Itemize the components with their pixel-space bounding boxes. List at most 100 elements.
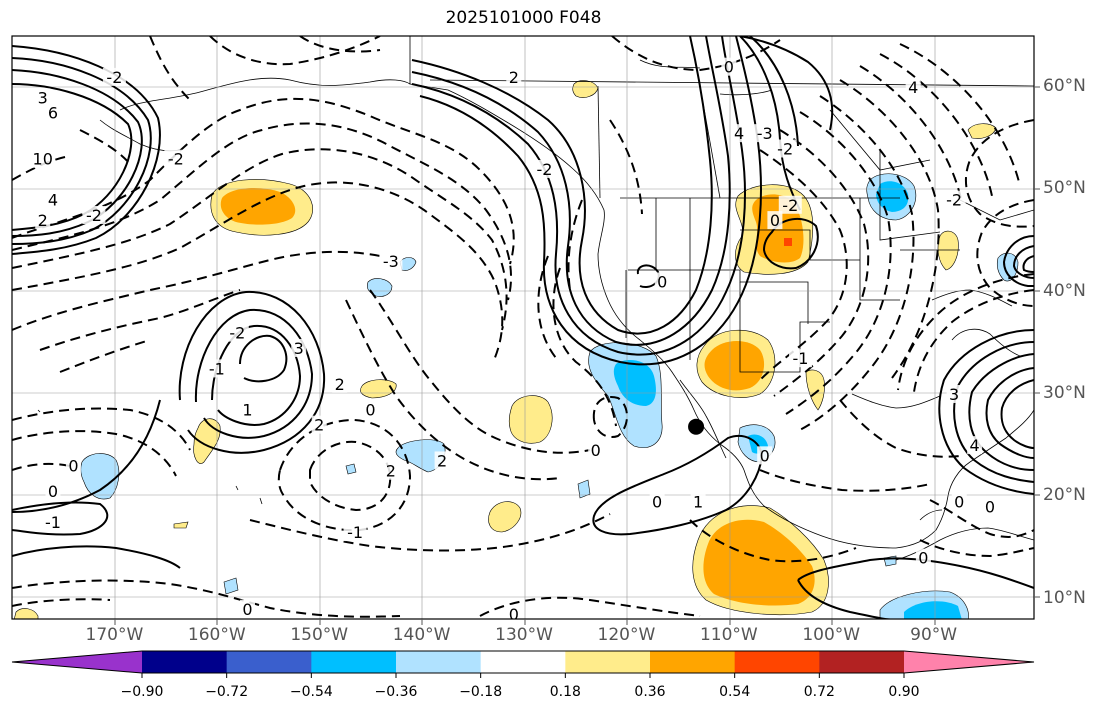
longitude-label: 130°W — [495, 625, 553, 645]
colorbar-segment — [311, 651, 397, 673]
contour-label-background — [35, 88, 51, 107]
colorbar-segment — [480, 651, 566, 673]
contour-label-background — [905, 78, 921, 97]
positive-anomaly-patch — [784, 238, 792, 246]
colorbar-tick-label: 0.36 — [634, 684, 666, 700]
contour-label-background — [240, 599, 256, 618]
contour-label: 2 — [314, 416, 324, 435]
contour-label: -2 — [106, 68, 122, 87]
contour-label-background — [362, 400, 378, 419]
positive-anomaly-patch — [704, 341, 765, 391]
contour-label-background — [343, 523, 367, 542]
positive-anomaly-patch — [703, 519, 815, 606]
contour-label: -2 — [777, 140, 793, 159]
negative-anomaly-patch — [883, 555, 897, 567]
longitude-label: 100°W — [802, 625, 861, 645]
contour-label-background — [731, 124, 747, 143]
gridlines — [12, 36, 1034, 619]
contour-label: -2 — [86, 206, 102, 225]
contour-label-background — [773, 139, 797, 158]
longitude-label: 160°W — [187, 625, 246, 645]
contour-label-background — [915, 548, 931, 567]
contour-label-background — [789, 349, 813, 368]
colorbar-segment — [565, 651, 651, 673]
contour-label-background — [291, 338, 307, 357]
colorbar — [11, 650, 1035, 678]
colorbar-tick-label: 0.54 — [719, 684, 751, 700]
negative-anomaly-patch — [80, 453, 120, 500]
contour-label-background — [721, 57, 737, 76]
latitude-label: 10°N — [1043, 587, 1086, 608]
colorbar-segment — [819, 651, 905, 673]
contour-label: -3 — [383, 252, 399, 271]
contour-label: -2 — [782, 196, 798, 215]
colorbar-tick-label: −0.90 — [120, 684, 164, 700]
contour-label: 0 — [760, 446, 770, 465]
contour-label: 0 — [770, 211, 780, 230]
contour-label: 0 — [985, 497, 995, 516]
contour-label-background — [332, 374, 348, 393]
colorbar-tick-label: −0.72 — [205, 684, 249, 700]
longitude-label: 120°W — [597, 625, 656, 645]
positive-anomaly-patch — [173, 521, 189, 529]
contour-label-background — [533, 159, 557, 178]
contour-label: 0 — [365, 400, 375, 419]
negative-anomaly-patch — [613, 360, 656, 406]
contour-label: -2 — [168, 150, 184, 169]
negative-anomaly-patch — [345, 463, 357, 475]
colorbar-tick-label: −0.54 — [289, 684, 333, 700]
contour-label: 3 — [38, 88, 48, 107]
contour-label-background — [690, 492, 706, 511]
positive-anomaly-patch — [508, 395, 553, 444]
positive-anomaly-patch — [13, 608, 39, 619]
contour-label: 0 — [954, 492, 964, 511]
colorbar-segment — [226, 651, 312, 673]
colorbar-segment — [142, 651, 228, 673]
longitude-label: 150°W — [290, 625, 349, 645]
latitude-label: 20°N — [1043, 485, 1086, 506]
latitude-label: 40°N — [1043, 280, 1086, 301]
contour-label-background — [31, 149, 55, 168]
contour-label: 1 — [693, 492, 703, 511]
contour-label: 0 — [652, 492, 662, 511]
contour-label: 0 — [657, 272, 667, 291]
colorbar-extend-low — [12, 651, 142, 673]
map-frame — [11, 35, 1035, 620]
contour-label-background — [753, 124, 777, 143]
contour-label-background — [654, 272, 670, 291]
contour-label-background — [311, 415, 327, 434]
contour-label: 1 — [242, 400, 252, 419]
longitude-label: 140°W — [392, 625, 451, 645]
contour-label: 0 — [242, 600, 252, 619]
colorbar-segment — [734, 651, 820, 673]
contour-label-background — [778, 195, 802, 214]
latitude-label: 50°N — [1043, 178, 1086, 199]
longitude-label: 110°W — [699, 625, 758, 645]
contour-label-background — [205, 359, 229, 378]
contour-label: -3 — [757, 124, 773, 143]
contour-label: -2 — [946, 191, 962, 210]
contour-label-background — [967, 436, 983, 455]
contour-label: 0 — [591, 441, 601, 460]
contour-label: 3 — [949, 385, 959, 404]
colorbar-segment — [650, 651, 736, 673]
colorbar-extend-high — [904, 651, 1034, 673]
negative-anomaly-patch — [395, 439, 446, 473]
contour-label-background — [45, 103, 61, 122]
contour-label: 4 — [734, 124, 744, 143]
negative-anomaly-patch — [577, 479, 591, 499]
contour-label: -1 — [45, 513, 61, 532]
contour-label-background — [45, 190, 61, 209]
contour-label-background — [225, 323, 249, 342]
longitude-label: 170°W — [85, 625, 144, 645]
contour-label-background — [102, 67, 126, 86]
contour-label: 0 — [509, 605, 519, 624]
negative-anomaly-patch — [366, 278, 393, 297]
longitude-label: 90°W — [910, 625, 958, 645]
contour-label-background — [649, 492, 665, 511]
contour-label: 4 — [970, 436, 980, 455]
colorbar-tick-label: −0.18 — [459, 684, 503, 700]
contour-label-background — [240, 400, 256, 419]
contour-label: -2 — [537, 160, 553, 179]
